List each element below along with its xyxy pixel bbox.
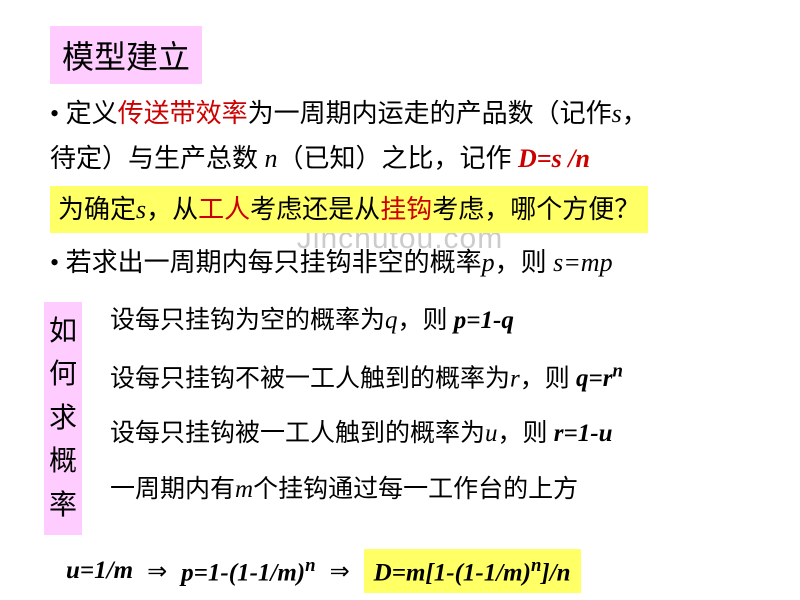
var-n: n bbox=[557, 559, 571, 586]
prob-lines: 设每只挂钩为空的概率为q，则 p=1-q 设每只挂钩不被一工人触到的概率为r，则… bbox=[110, 302, 623, 508]
var-s: s bbox=[136, 195, 146, 224]
var-m: m bbox=[277, 559, 296, 586]
text: [1-(1-1/ bbox=[425, 559, 503, 586]
var-r: r bbox=[510, 365, 520, 392]
prob-line-4: 一周期内有m个挂钩通过每一工作台的上方 bbox=[110, 471, 623, 509]
text: • 若求出一周期内每只挂钩非空的概率 bbox=[50, 248, 482, 277]
text: 为一周期内运走的产品数（记作 bbox=[248, 99, 612, 128]
formula: q=rn bbox=[576, 365, 623, 392]
term-red-2: 工人 bbox=[198, 195, 250, 224]
text: ，则 bbox=[498, 420, 554, 447]
text: 待定）与生产总数 bbox=[50, 144, 265, 173]
formula-u: u=1/m bbox=[66, 557, 133, 585]
question-highlight: 为确定s，从工人考虑还是从挂钩考虑，哪个方便？ bbox=[50, 186, 648, 233]
sup: n bbox=[305, 555, 315, 576]
text: 设每只挂钩为空的概率为 bbox=[110, 307, 385, 334]
lower-section: 如 何 求 概 率 设每只挂钩为空的概率为q，则 p=1-q 设每只挂钩不被一工… bbox=[50, 302, 750, 535]
var-u: u bbox=[485, 420, 498, 447]
bottom-row: u=1/m ⇒ p=1-(1-1/m)n ⇒ D=m[1-(1-1/m)n]/n bbox=[50, 549, 750, 593]
text: 一周期内有 bbox=[110, 476, 235, 503]
text: ，则 bbox=[520, 365, 576, 392]
content-area: 模型建立 • 定义传送带效率为一周期内运走的产品数（记作s， 待定）与生产总数 … bbox=[50, 20, 750, 593]
title-box: 模型建立 bbox=[50, 26, 202, 84]
var-q: q bbox=[385, 307, 398, 334]
sup: n bbox=[613, 361, 623, 382]
term-red-1: 传送带效率 bbox=[118, 99, 248, 128]
formula-smp: s=mp bbox=[553, 248, 612, 277]
formula: r=1-u bbox=[554, 420, 613, 447]
text: ，则 bbox=[398, 307, 454, 334]
vl-char: 求 bbox=[46, 397, 80, 440]
text: 设每只挂钩被一工人触到的概率为 bbox=[110, 420, 485, 447]
var-m: m bbox=[503, 559, 522, 586]
question-row: 为确定s，从工人考虑还是从挂钩考虑，哪个方便？ bbox=[50, 186, 750, 233]
text: 设每只挂钩不被一工人触到的概率为 bbox=[110, 365, 510, 392]
vertical-label: 如 何 求 概 率 bbox=[44, 302, 82, 535]
vl-char: 何 bbox=[46, 353, 80, 396]
text: 为确定 bbox=[58, 195, 136, 224]
formula-d: D=s /n bbox=[518, 144, 590, 173]
text: ) bbox=[523, 559, 531, 586]
var-m: m bbox=[235, 476, 253, 503]
prob-line-1: 设每只挂钩为空的概率为q，则 p=1-q bbox=[110, 302, 623, 340]
vl-char: 率 bbox=[46, 484, 80, 527]
text: ]/ bbox=[541, 559, 556, 586]
result-box: D=m[1-(1-1/m)n]/n bbox=[364, 549, 581, 593]
sup: n bbox=[531, 555, 541, 576]
definition-line-2: 待定）与生产总数 n（已知）之比，记作 D=s /n bbox=[50, 139, 750, 178]
vl-char: 概 bbox=[46, 440, 80, 483]
vl-char: 如 bbox=[46, 310, 80, 353]
prob-line-2: 设每只挂钩不被一工人触到的概率为r，则 q=rn bbox=[110, 358, 623, 398]
text: 考虑还是从 bbox=[250, 195, 380, 224]
prob-line-3: 设每只挂钩被一工人触到的概率为u，则 r=1-u bbox=[110, 415, 623, 453]
text: ) bbox=[297, 559, 305, 586]
text: 个挂钩通过每一工作台的上方 bbox=[253, 476, 578, 503]
var-p: p bbox=[482, 248, 495, 277]
bullet-icon: • 定义 bbox=[50, 99, 118, 128]
text: 考虑，哪个方便？ bbox=[432, 195, 640, 224]
text: u=1/ bbox=[66, 557, 114, 584]
arrow-icon: ⇒ bbox=[147, 557, 167, 586]
arrow-icon: ⇒ bbox=[330, 557, 350, 586]
text: ， bbox=[622, 99, 648, 128]
term-red-3: 挂钩 bbox=[380, 195, 432, 224]
var-n: n bbox=[265, 144, 278, 173]
text: （已知）之比，记作 bbox=[278, 144, 519, 173]
text: ，从 bbox=[146, 195, 198, 224]
text: D=m bbox=[374, 559, 426, 586]
var-s: s bbox=[612, 99, 622, 128]
base: q=r bbox=[576, 365, 612, 392]
formula: p=1-q bbox=[454, 307, 514, 334]
text: ，则 bbox=[495, 248, 554, 277]
var-m: m bbox=[114, 557, 133, 584]
text: p=1-(1-1/ bbox=[181, 559, 277, 586]
formula-p: p=1-(1-1/m)n bbox=[181, 555, 315, 587]
definition-line-1: • 定义传送带效率为一周期内运走的产品数（记作s， bbox=[50, 94, 750, 133]
prob-intro-line: • 若求出一周期内每只挂钩非空的概率p，则 s=mp bbox=[50, 243, 750, 282]
slide: Jinchutou.com 模型建立 • 定义传送带效率为一周期内运走的产品数（… bbox=[0, 0, 800, 600]
